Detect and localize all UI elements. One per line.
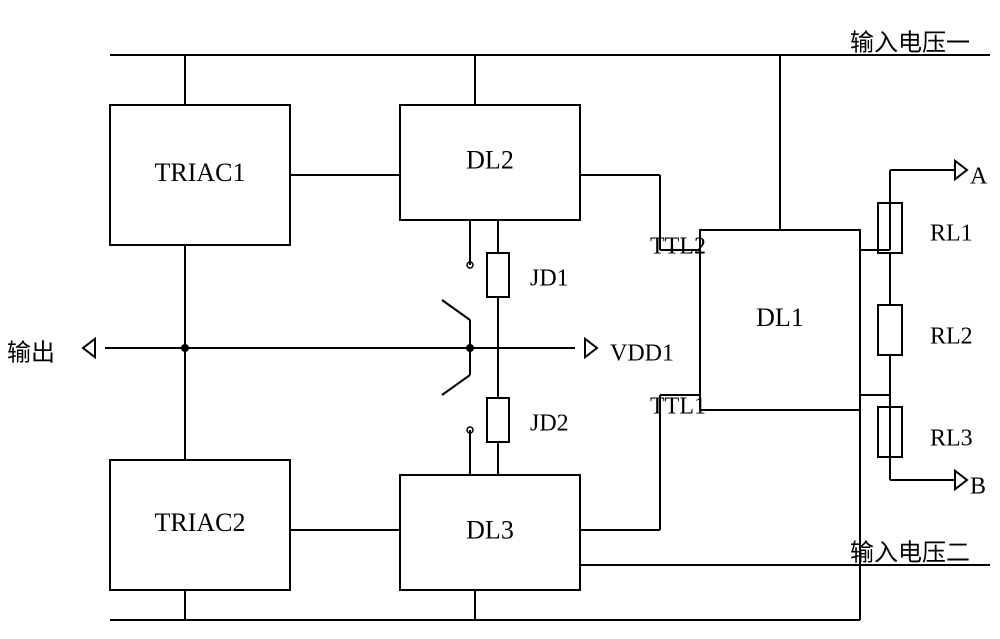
svg-text:输入电压一: 输入电压一 xyxy=(850,30,970,57)
svg-text:JD1: JD1 xyxy=(530,266,569,292)
svg-text:DL3: DL3 xyxy=(466,515,514,544)
svg-text:输出: 输出 xyxy=(7,340,55,367)
svg-text:B: B xyxy=(970,474,986,500)
svg-text:TTL1: TTL1 xyxy=(650,394,706,420)
svg-text:DL2: DL2 xyxy=(466,145,514,174)
circuit-diagram: TRIAC1 TRIAC2 DL2 DL3 DL1 输入电压一输入电压二 输出 VDD1 JD1… xyxy=(0,0,1000,639)
svg-text:输入电压二: 输入电压二 xyxy=(850,540,970,567)
svg-text:VDD1: VDD1 xyxy=(610,341,674,367)
svg-text:A: A xyxy=(970,164,988,190)
svg-text:RL1: RL1 xyxy=(930,221,973,247)
svg-text:TTL2: TTL2 xyxy=(650,234,706,260)
svg-text:TRIAC2: TRIAC2 xyxy=(155,508,246,537)
svg-text:DL1: DL1 xyxy=(756,303,804,332)
svg-text:RL3: RL3 xyxy=(930,426,973,452)
svg-text:TRIAC1: TRIAC1 xyxy=(155,158,246,187)
svg-text:RL2: RL2 xyxy=(930,324,973,350)
svg-text:JD2: JD2 xyxy=(530,411,569,437)
